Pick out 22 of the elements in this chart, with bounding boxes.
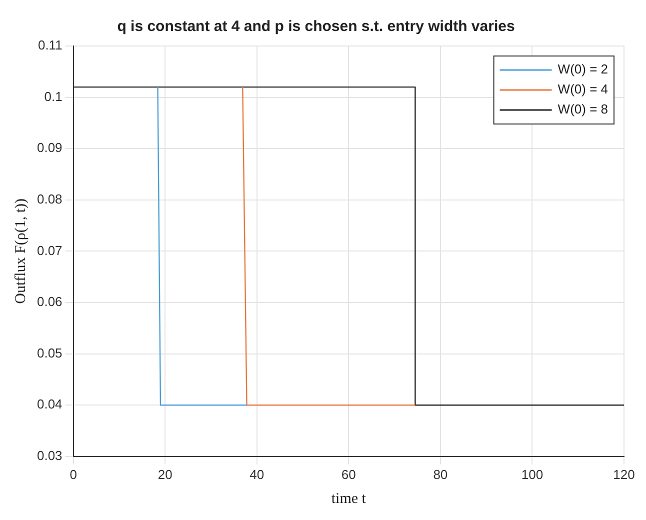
y-tick-label: 0.03 (36, 448, 62, 463)
x-tick-label: 100 (521, 466, 544, 482)
legend-label: W(0) = 2 (558, 62, 608, 77)
x-axis-title: time t (331, 490, 367, 507)
chart-title: q is constant at 4 and p is chosen s.t. entry width varies (117, 18, 515, 36)
y-tick-label: 0.11 (38, 38, 62, 53)
x-tick-label: 20 (158, 466, 172, 482)
legend-label: W(0) = 8 (558, 102, 608, 117)
y-tick-label: 0.1 (44, 88, 62, 104)
legend-label: W(0) = 4 (558, 82, 608, 97)
y-tick-label: 0.09 (36, 140, 62, 156)
x-tick-label: 40 (250, 466, 264, 482)
x-tick-label: 120 (613, 466, 635, 482)
y-tick-label: 0.08 (36, 191, 62, 206)
y-tick-label: 0.06 (36, 294, 62, 310)
y-axis-title: Outflux F(ρ(1, t)) (12, 198, 29, 304)
y-tick-label: 0.07 (36, 242, 62, 258)
x-tick-label: 60 (341, 466, 356, 482)
x-tick-label: 80 (433, 466, 448, 482)
y-tick-label: 0.05 (36, 345, 62, 360)
x-tick-label: 0 (70, 466, 77, 482)
y-tick-label: 0.04 (36, 396, 62, 412)
